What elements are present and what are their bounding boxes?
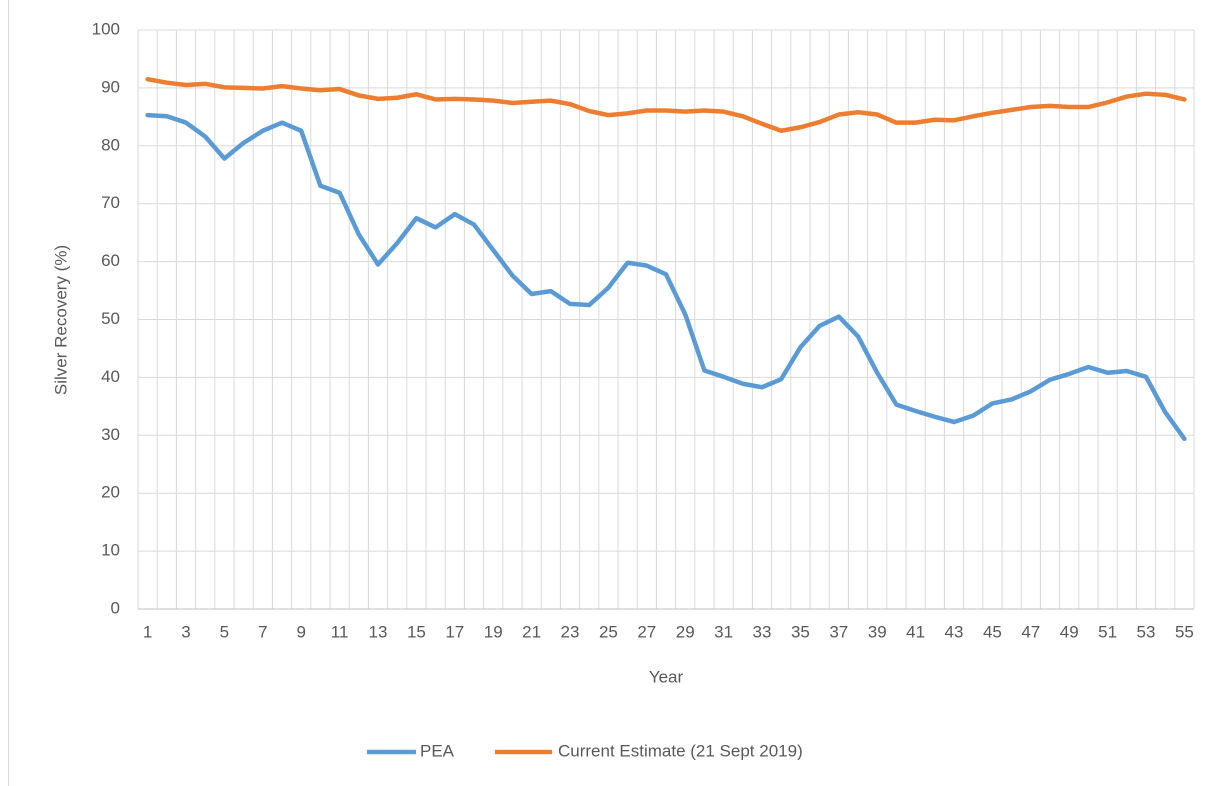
x-tick-label: 45 [983, 622, 1002, 641]
x-tick-label: 41 [906, 622, 925, 641]
x-tick-label: 27 [637, 622, 656, 641]
x-tick-label: 13 [369, 622, 388, 641]
x-tick-label: 37 [829, 622, 848, 641]
x-tick-label: 1 [143, 622, 152, 641]
x-tick-label: 21 [522, 622, 541, 641]
x-tick-label: 39 [868, 622, 887, 641]
y-tick-label: 90 [101, 77, 120, 96]
y-tick-label: 70 [101, 193, 120, 212]
x-tick-label: 33 [753, 622, 772, 641]
x-tick-label: 43 [945, 622, 964, 641]
y-tick-label: 10 [101, 541, 120, 560]
x-tick-label: 51 [1098, 622, 1117, 641]
x-axis-title: Year [649, 667, 684, 686]
x-tick-label: 31 [714, 622, 733, 641]
y-tick-label: 20 [101, 483, 120, 502]
y-tick-label: 30 [101, 425, 120, 444]
x-tick-label: 9 [296, 622, 305, 641]
x-tick-label: 49 [1060, 622, 1079, 641]
x-tick-label: 19 [484, 622, 503, 641]
x-tick-label: 29 [676, 622, 695, 641]
x-tick-label: 15 [407, 622, 426, 641]
x-tick-label: 55 [1175, 622, 1194, 641]
y-tick-label: 60 [101, 251, 120, 270]
x-tick-label: 7 [258, 622, 267, 641]
y-tick-label: 40 [101, 367, 120, 386]
data-line [145, 76, 1187, 133]
x-tick-label: 53 [1137, 622, 1156, 641]
x-tick-label: 23 [561, 622, 580, 641]
legend-label: Current Estimate (21 Sept 2019) [558, 741, 803, 760]
x-tick-label: 25 [599, 622, 618, 641]
y-tick-label: 0 [111, 598, 120, 617]
x-tick-label: 35 [791, 622, 810, 641]
y-axis-title: Silver Recovery (%) [51, 245, 70, 395]
data-line [145, 112, 1187, 442]
x-tick-label: 5 [220, 622, 229, 641]
x-tick-label: 47 [1021, 622, 1040, 641]
y-tick-label: 100 [92, 19, 120, 38]
legend-label: PEA [420, 741, 455, 760]
x-tick-label: 11 [331, 622, 349, 641]
y-tick-label: 80 [101, 135, 120, 154]
x-tick-label: 17 [445, 622, 464, 641]
y-tick-label: 50 [101, 309, 120, 328]
x-tick-label: 3 [181, 622, 190, 641]
